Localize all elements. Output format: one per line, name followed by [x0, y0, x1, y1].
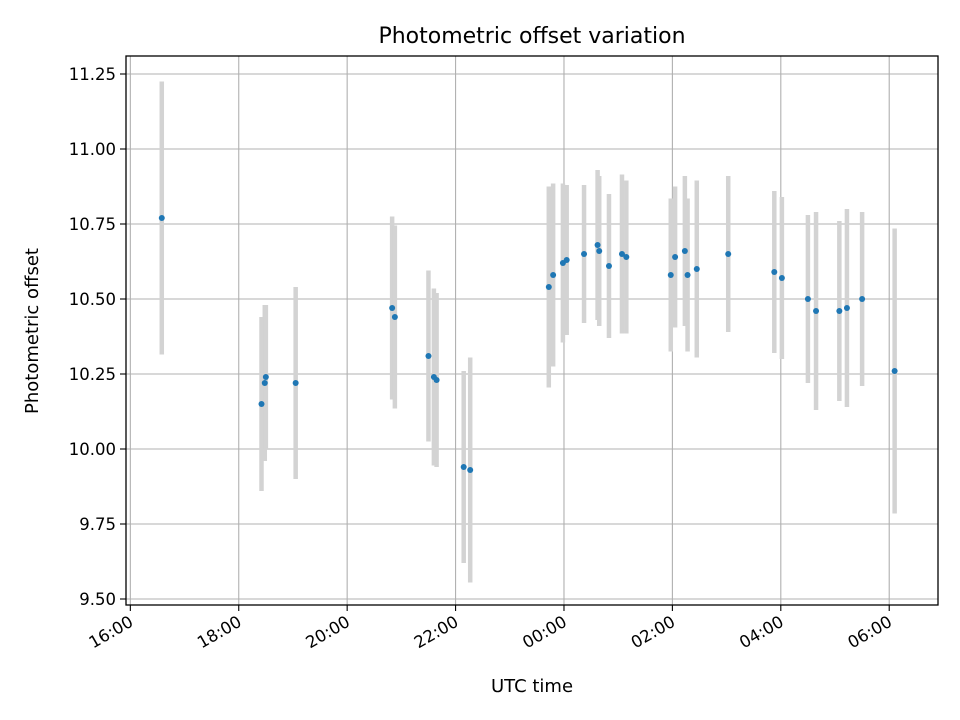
data-point [292, 380, 299, 386]
data-point [581, 251, 588, 257]
data-point [258, 401, 265, 407]
data-point [684, 272, 691, 278]
y-tick-label: 10.00 [69, 440, 116, 459]
grid [126, 56, 938, 605]
chart-title: Photometric offset variation [378, 24, 685, 49]
data-point [618, 251, 625, 257]
data-point [725, 251, 732, 257]
data-point [391, 314, 398, 320]
data-point [623, 254, 630, 260]
data-point [460, 464, 467, 470]
data-point [594, 242, 601, 248]
y-tick-label: 11.25 [69, 65, 116, 84]
data-point [545, 284, 552, 290]
data-point [605, 263, 612, 269]
data-point [891, 368, 898, 374]
y-tick-label: 10.50 [69, 290, 116, 309]
data-point [693, 266, 700, 272]
data-point [843, 305, 850, 311]
data-point [158, 215, 165, 221]
data-point [667, 272, 674, 278]
y-axis-label: Photometric offset [22, 248, 43, 414]
x-axis-label: UTC time [491, 676, 573, 697]
y-tick-label: 9.50 [79, 590, 116, 609]
data-point [681, 248, 688, 254]
data-point [261, 380, 268, 386]
data-point [262, 374, 269, 380]
data-point [550, 272, 557, 278]
data-point [804, 296, 811, 302]
data-point [563, 257, 570, 263]
data-point [778, 275, 785, 281]
data-point [389, 305, 396, 311]
data-point [859, 296, 866, 302]
y-tick-label: 10.25 [69, 365, 116, 384]
data-point [813, 308, 820, 314]
data-point [836, 308, 843, 314]
data-point [425, 353, 432, 359]
data-point [467, 467, 474, 473]
y-tick-label: 11.00 [69, 140, 116, 159]
y-axis-ticks: 9.50 9.75 10.00 10.25 10.50 10.75 11.00 11.25 [69, 65, 126, 609]
data-points [158, 215, 898, 473]
data-point [672, 254, 679, 260]
plot-frame [125, 55, 939, 606]
data-point [596, 248, 603, 254]
y-tick-label: 9.75 [79, 515, 116, 534]
data-point [771, 269, 778, 275]
data-point [433, 377, 440, 383]
y-tick-label: 10.75 [69, 215, 116, 234]
